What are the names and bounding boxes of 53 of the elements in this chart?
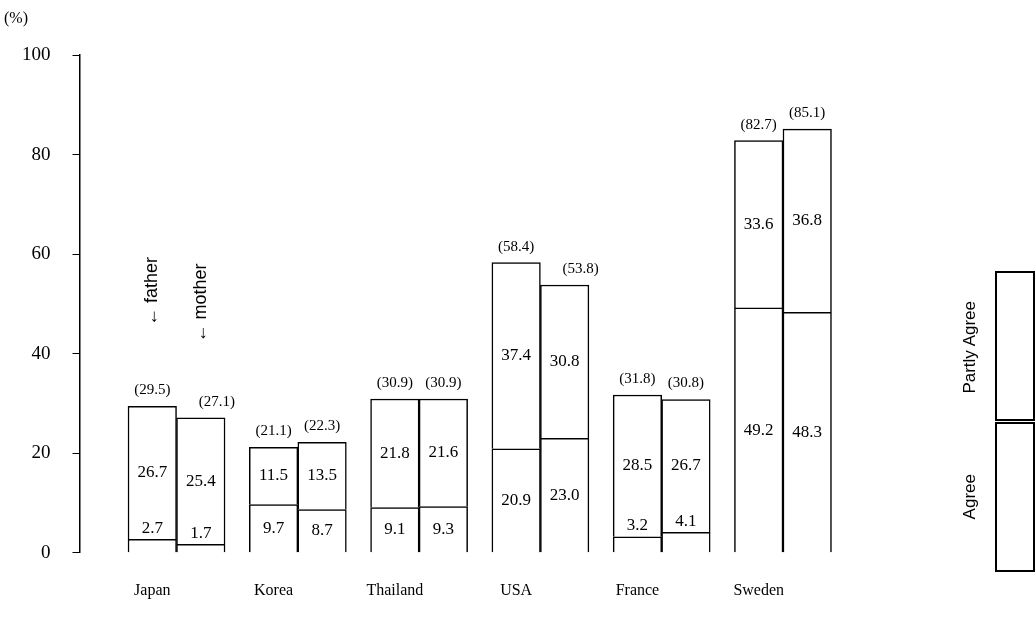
data-label: 9.3 — [432, 518, 454, 538]
annotation: ← mother — [189, 263, 210, 343]
total-label: (58.4) — [498, 237, 535, 255]
data-label: 4.1 — [675, 510, 697, 530]
data-label: 13.5 — [307, 465, 337, 485]
total-label: (82.7) — [740, 115, 777, 133]
data-label: 36.8 — [792, 210, 823, 230]
x-tick-label: Sweden — [733, 580, 785, 598]
y-tick-label: 60 — [31, 242, 51, 264]
data-label: 26.7 — [137, 462, 168, 482]
text: Partly Agree — [960, 300, 980, 394]
total-label: (31.8) — [619, 369, 656, 387]
total-label: (30.8) — [667, 374, 705, 392]
total-label: (21.1) — [255, 422, 292, 440]
annotation: ← father — [141, 256, 162, 326]
data-label: 8.7 — [311, 520, 334, 540]
x-tick-label: USA — [500, 580, 533, 598]
data-label: 20.9 — [501, 490, 532, 509]
y-tick-label: 0 — [41, 540, 51, 562]
x-tick-label: Korea — [254, 580, 294, 598]
data-label: 11.5 — [259, 465, 289, 485]
data-label: 21.8 — [379, 442, 410, 462]
data-label: 33.6 — [743, 213, 774, 233]
data-label: 30.8 — [549, 351, 580, 371]
data-label: 37.4 — [501, 345, 532, 365]
total-label: (85.1) — [789, 104, 826, 122]
data-label: 1.7 — [190, 522, 212, 542]
total-label: (30.9) — [425, 373, 462, 391]
total-label: (29.5) — [134, 381, 171, 399]
x-tick-label: Japan — [134, 580, 171, 599]
data-label: 25.4 — [185, 470, 217, 490]
total-label: (53.8) — [562, 259, 599, 277]
data-label: 9.7 — [262, 517, 285, 537]
data-label: 2.7 — [141, 517, 164, 537]
data-label: 9.1 — [384, 519, 406, 539]
data-label: 3.2 — [626, 515, 649, 535]
y-tick-label: 100 — [22, 42, 51, 64]
data-label: 21.6 — [428, 442, 459, 462]
total-label: (27.1) — [198, 392, 235, 410]
x-tick-label: France — [615, 580, 660, 598]
data-label: 26.7 — [671, 455, 702, 475]
data-label: 49.2 — [743, 419, 774, 439]
y-tick-label: 80 — [31, 142, 51, 164]
y-tick-label: 20 — [31, 441, 51, 463]
total-label: (22.3) — [303, 417, 341, 435]
y-axis-title: (%) — [4, 9, 28, 28]
data-label: 23.0 — [549, 484, 580, 504]
x-tick-label: Thailand — [366, 580, 424, 598]
y-tick-label: 40 — [31, 341, 51, 363]
text: Agree — [960, 474, 980, 520]
total-label: (30.9) — [376, 373, 413, 391]
data-label: 28.5 — [622, 455, 653, 475]
data-label: 48.3 — [792, 421, 823, 441]
